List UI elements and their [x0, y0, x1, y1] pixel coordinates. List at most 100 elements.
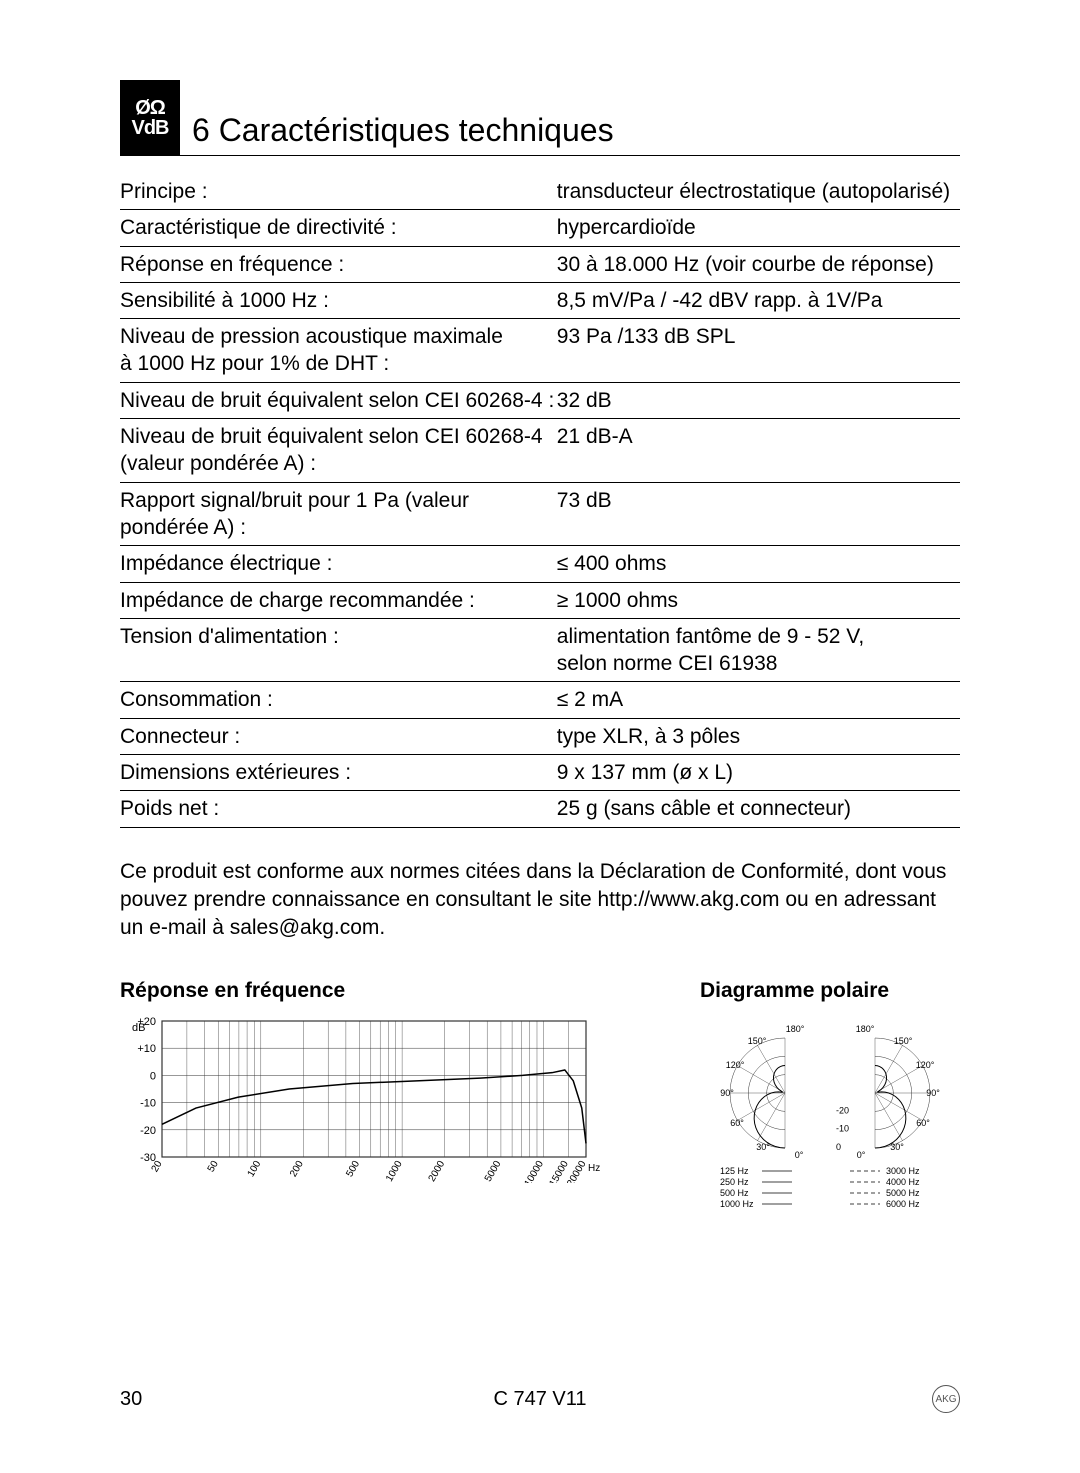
svg-text:120°: 120°	[726, 1060, 745, 1070]
spec-value: ≤ 2 mA	[557, 682, 960, 718]
svg-text:-10: -10	[140, 1097, 156, 1109]
svg-text:60°: 60°	[730, 1118, 744, 1128]
spec-row: Poids net :25 g (sans câble et connecteu…	[120, 791, 960, 827]
spec-row: Connecteur :type XLR, à 3 pôles	[120, 718, 960, 754]
spec-value: 25 g (sans câble et connecteur)	[557, 791, 960, 827]
svg-text:100: 100	[246, 1158, 264, 1178]
spec-label: Niveau de bruit équivalent selon CEI 602…	[120, 419, 557, 483]
polar-diagram-block: Diagramme polaire 180° 180° 150° 150° 120° 12…	[700, 979, 960, 1229]
spec-row: Sensibilité à 1000 Hz :8,5 mV/Pa / -42 d…	[120, 282, 960, 318]
spec-label: Impédance électrique :	[120, 546, 557, 582]
svg-text:Hz: Hz	[588, 1163, 600, 1174]
spec-value: 32 dB	[557, 382, 960, 418]
svg-text:500: 500	[344, 1158, 362, 1178]
icon-line2: VdB	[132, 118, 169, 138]
spec-label: Sensibilité à 1000 Hz :	[120, 282, 557, 318]
frequency-response-title: Réponse en fréquence	[120, 979, 600, 1003]
svg-text:-20: -20	[140, 1124, 156, 1136]
svg-text:3000 Hz: 3000 Hz	[886, 1166, 920, 1176]
icon-line1: ØΩ	[135, 98, 165, 118]
spec-value: 93 Pa /133 dB SPL	[557, 319, 960, 383]
spec-value: 30 à 18.000 Hz (voir courbe de réponse)	[557, 246, 960, 282]
frequency-response-block: Réponse en fréquence +20+100-10-20-30dB2…	[120, 979, 600, 1189]
spec-value: 21 dB-A	[557, 419, 960, 483]
svg-text:-20: -20	[836, 1105, 849, 1115]
svg-text:180°: 180°	[856, 1024, 875, 1034]
svg-text:120°: 120°	[916, 1060, 935, 1070]
spec-label: Impédance de charge recommandée :	[120, 582, 557, 618]
spec-label: Caractéristique de directivité :	[120, 210, 557, 246]
charts-row: Réponse en fréquence +20+100-10-20-30dB2…	[120, 979, 960, 1229]
spec-row: Rapport signal/bruit pour 1 Pa (valeur p…	[120, 482, 960, 546]
svg-text:150°: 150°	[894, 1036, 913, 1046]
spec-value: 8,5 mV/Pa / -42 dBV rapp. à 1V/Pa	[557, 282, 960, 318]
frequency-response-chart: +20+100-10-20-30dB2050100200500100020005…	[120, 1013, 600, 1183]
svg-text:-10: -10	[836, 1123, 849, 1133]
spec-label: Tension d'alimentation :	[120, 618, 557, 682]
conformity-statement: Ce produit est conforme aux normes citée…	[120, 858, 960, 943]
spec-value: 9 x 137 mm (ø x L)	[557, 755, 960, 791]
spec-row: Niveau de pression acoustique maximaleà …	[120, 319, 960, 383]
svg-text:dB: dB	[132, 1022, 145, 1034]
spec-label: Rapport signal/bruit pour 1 Pa (valeur p…	[120, 482, 557, 546]
model-name: C 747 V11	[493, 1388, 586, 1411]
section-icon: ØΩ VdB	[120, 80, 180, 155]
page-footer: 30 C 747 V11 AKG	[120, 1385, 960, 1413]
svg-text:125 Hz: 125 Hz	[720, 1166, 749, 1176]
spec-row: Caractéristique de directivité :hypercar…	[120, 210, 960, 246]
polar-diagram-chart: 180° 180° 150° 150° 120° 120° 90° 90° 60° 60° 30° 3…	[700, 1013, 960, 1223]
svg-text:10000: 10000	[523, 1158, 547, 1182]
spec-row: Principe :transducteur électrostatique (…	[120, 174, 960, 210]
spec-label: Principe :	[120, 174, 557, 210]
svg-text:90°: 90°	[926, 1088, 940, 1098]
svg-text:6000 Hz: 6000 Hz	[886, 1199, 920, 1209]
svg-text:500 Hz: 500 Hz	[720, 1188, 749, 1198]
spec-row: Consommation :≤ 2 mA	[120, 682, 960, 718]
svg-text:0°: 0°	[795, 1150, 804, 1160]
svg-text:30°: 30°	[890, 1142, 904, 1152]
polar-diagram-title: Diagramme polaire	[700, 979, 960, 1003]
spec-row: Niveau de bruit équivalent selon CEI 602…	[120, 419, 960, 483]
svg-text:1000 Hz: 1000 Hz	[720, 1199, 754, 1209]
page-number: 30	[120, 1388, 142, 1411]
spec-label: Réponse en fréquence :	[120, 246, 557, 282]
svg-text:60°: 60°	[916, 1118, 930, 1128]
svg-text:90°: 90°	[720, 1088, 734, 1098]
svg-text:+10: +10	[137, 1043, 156, 1055]
svg-text:250 Hz: 250 Hz	[720, 1177, 749, 1187]
spec-row: Réponse en fréquence :30 à 18.000 Hz (vo…	[120, 246, 960, 282]
spec-value: ≥ 1000 ohms	[557, 582, 960, 618]
svg-text:150°: 150°	[748, 1036, 767, 1046]
svg-text:1000: 1000	[384, 1158, 405, 1182]
svg-text:2000: 2000	[427, 1158, 448, 1182]
spec-label: Poids net :	[120, 791, 557, 827]
spec-value: type XLR, à 3 pôles	[557, 718, 960, 754]
spec-row: Tension d'alimentation :alimentation fan…	[120, 618, 960, 682]
spec-label: Niveau de bruit équivalent selon CEI 602…	[120, 382, 557, 418]
section-header: ØΩ VdB 6 Caractéristiques techniques	[120, 80, 960, 156]
spec-label: Consommation :	[120, 682, 557, 718]
svg-text:5000: 5000	[483, 1158, 504, 1182]
spec-value: ≤ 400 ohms	[557, 546, 960, 582]
spec-value: transducteur électrostatique (autopolari…	[557, 174, 960, 210]
spec-row: Impédance électrique :≤ 400 ohms	[120, 546, 960, 582]
svg-text:5000 Hz: 5000 Hz	[886, 1188, 920, 1198]
svg-text:0: 0	[150, 1070, 156, 1082]
svg-text:0°: 0°	[857, 1150, 866, 1160]
spec-row: Dimensions extérieures :9 x 137 mm (ø x …	[120, 755, 960, 791]
svg-text:20000: 20000	[565, 1158, 589, 1182]
svg-text:4000 Hz: 4000 Hz	[886, 1177, 920, 1187]
section-title: 6 Caractéristiques techniques	[192, 112, 960, 155]
specifications-table: Principe :transducteur électrostatique (…	[120, 174, 960, 828]
spec-value: alimentation fantôme de 9 - 52 V,selon n…	[557, 618, 960, 682]
brand-logo-icon: AKG	[932, 1385, 960, 1413]
spec-label: Connecteur :	[120, 718, 557, 754]
spec-value: hypercardioïde	[557, 210, 960, 246]
spec-row: Impédance de charge recommandée :≥ 1000 …	[120, 582, 960, 618]
svg-text:30°: 30°	[756, 1142, 770, 1152]
svg-text:180°: 180°	[786, 1024, 805, 1034]
spec-row: Niveau de bruit équivalent selon CEI 602…	[120, 382, 960, 418]
svg-text:50: 50	[206, 1158, 221, 1174]
svg-text:200: 200	[288, 1158, 306, 1178]
spec-label: Dimensions extérieures :	[120, 755, 557, 791]
